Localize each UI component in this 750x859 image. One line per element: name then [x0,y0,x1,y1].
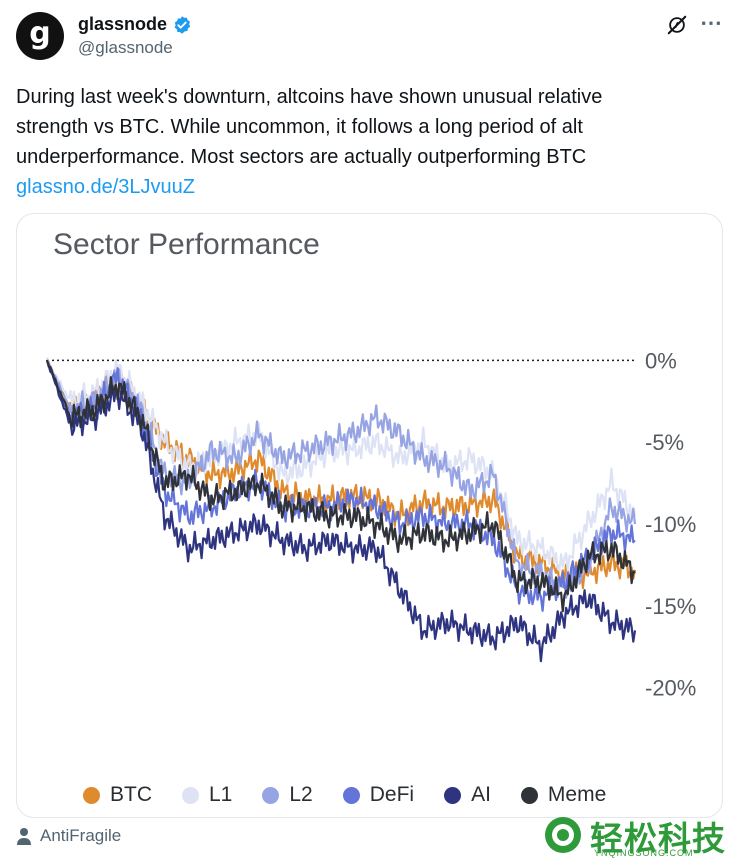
y-tick-label: -5% [645,430,684,455]
legend-label: L2 [289,783,313,806]
legend-label: DeFi [369,783,415,806]
legend-dot [342,786,360,804]
series-line-l1 [45,357,637,572]
legend-dot [444,786,462,804]
chart-title: Sector Performance [53,228,320,261]
display-name[interactable]: glassnode [78,14,168,34]
footer-label[interactable]: AntiFragile [40,826,122,845]
legend-item-ai[interactable]: AI [444,783,491,807]
legend-item-defi[interactable]: DeFi [342,783,415,807]
legend-label: AI [471,783,491,806]
tweet-link[interactable]: glassno.de/3LJvuuZ [16,176,196,198]
footer: AntiFragile [16,826,121,846]
legend-label: L1 [209,783,233,806]
watermark-logo-icon [545,817,581,853]
more-icon[interactable]: ⋯ [700,10,723,35]
sector-performance-chart: 0% -5% -10% -15% -20% [45,348,696,701]
y-tick-label: -20% [645,676,696,701]
tweet-text-line-2: strength vs BTC. While uncommon, it foll… [16,116,583,138]
legend-item-meme[interactable]: Meme [520,783,607,807]
grok-icon[interactable] [666,14,688,36]
series-line-ai [45,359,637,663]
name-row: glassnode [78,14,192,35]
y-tick-label: -10% [645,512,696,537]
legend-dot [520,786,538,804]
watermark-subtext: YNQINGSONG.COM [594,848,694,858]
handle[interactable]: @glassnode [78,38,173,57]
legend-dot [182,786,199,804]
legend-dot [262,786,280,804]
tweet-header: g glassnode @glassnode ⋯ [16,10,734,62]
legend-label: BTC [110,783,152,806]
y-tick-label: 0% [645,348,677,373]
chart-legend: BTC L1 L2 DeFi AI Meme [83,783,636,807]
legend-dot [83,786,100,804]
series-line-defi [46,361,636,612]
avatar[interactable]: g [16,12,64,60]
watermark-text: 轻松科技 [590,819,726,858]
verified-badge-icon [174,15,191,34]
watermark: 轻松科技 YNQINGSONG.COM [542,812,742,858]
chart-card[interactable]: 0% -5% -10% -15% -20% Sector Performance BTC… [16,213,723,818]
legend-item-btc[interactable]: BTC [83,783,152,807]
person-icon [17,828,31,845]
legend-item-l2[interactable]: L2 [262,783,313,807]
tweet-text-line-1: During last week's downturn, altcoins ha… [16,86,603,108]
series-line-meme [45,359,636,613]
tweet-text: During last week's downturn, altcoins ha… [16,82,716,202]
legend-label: Meme [547,783,607,806]
y-tick-label: -15% [645,594,696,619]
legend-item-l1[interactable]: L1 [182,783,232,807]
tweet-text-line-3: underperformance. Most sectors are actua… [16,146,587,168]
